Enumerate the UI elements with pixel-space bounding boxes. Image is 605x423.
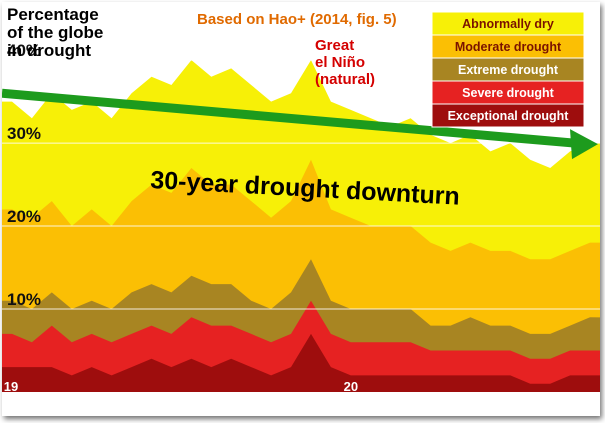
legend-label-extreme-drought: Extreme drought bbox=[458, 63, 559, 77]
legend-label-moderate-drought: Moderate drought bbox=[455, 40, 562, 54]
legend-swatch-exceptional-drought bbox=[431, 103, 585, 128]
x-tick-label-08: 08 bbox=[503, 396, 517, 411]
x-tick-label-92: 92 bbox=[184, 396, 198, 411]
trend-arrow-line bbox=[2, 88, 575, 148]
x-tick-label-97: 97 bbox=[284, 396, 298, 411]
y-tick-label-20: 20% bbox=[7, 207, 41, 226]
x-tick-label-94: 94 bbox=[224, 396, 239, 411]
subtitle: Based on Hao+ (2014, fig. 5) bbox=[197, 11, 397, 28]
x-tick-label-01: 01 bbox=[364, 396, 378, 411]
x-tick-label-09: 09 bbox=[523, 396, 537, 411]
legend-label-abnormally-dry: Abnormally dry bbox=[462, 17, 554, 31]
x-tick-label-85: 85 bbox=[45, 396, 59, 411]
chart-legend: Abnormally dry Moderate drought Extreme dr… bbox=[431, 11, 585, 128]
x-tick-label-03: 03 bbox=[403, 396, 417, 411]
x-tick-label-91: 91 bbox=[164, 396, 178, 411]
annotation-line-2: el Niño bbox=[315, 54, 365, 71]
x-tick-label-06: 06 bbox=[463, 396, 477, 411]
x-tick-label-11: 11 bbox=[563, 396, 577, 411]
x-tick-label-95: 95 bbox=[244, 396, 258, 411]
x-tick-label-83: 83 bbox=[5, 396, 19, 411]
x-tick-label-96: 96 bbox=[264, 396, 278, 411]
x-tick-label-07: 07 bbox=[483, 396, 497, 411]
x-tick-label-89: 89 bbox=[124, 396, 138, 411]
title-line-3: in drought bbox=[7, 41, 91, 60]
trend-arrow-head bbox=[570, 129, 598, 160]
x-tick-label-04: 04 bbox=[423, 396, 438, 411]
x-tick-label-98: 98 bbox=[304, 396, 318, 411]
x-tick-label-93: 93 bbox=[204, 396, 218, 411]
y-tick-label-30: 30% bbox=[7, 124, 41, 143]
annotation-line-1: Great bbox=[315, 37, 354, 54]
drought-area-chart: 30-year drought downturn 10%20%30%40% 83… bbox=[2, 2, 600, 416]
y-tick-label-10: 10% bbox=[7, 290, 41, 309]
title-line-1: Percentage bbox=[7, 5, 99, 24]
x-tick-label-86: 86 bbox=[65, 396, 79, 411]
y-axis-labels: 10% 20% 30% 40% bbox=[7, 41, 41, 309]
legend-label-exceptional-drought: Exceptional drought bbox=[448, 109, 570, 123]
title-line-2: of the globe bbox=[7, 23, 103, 42]
x-tick-label-02: 02 bbox=[383, 396, 397, 411]
y-tick-label-40: 40% bbox=[7, 41, 41, 60]
x-tick-label-10: 10 bbox=[543, 396, 557, 411]
x-tick-label-05: 05 bbox=[443, 396, 457, 411]
x-tick-label-87: 87 bbox=[84, 396, 98, 411]
x-tick-label-12: 12 bbox=[583, 396, 597, 411]
x-tick-label-84: 84 bbox=[25, 396, 40, 411]
chart-frame: 30-year drought downturn 10% 20% 30% 40% 83… bbox=[2, 2, 600, 416]
x-tick-label-00: 00 bbox=[344, 396, 358, 411]
century-label-19: 19 bbox=[4, 379, 18, 394]
century-label-20: 20 bbox=[344, 379, 358, 394]
x-axis-labels: 83 84 85 86 87 88 89 90 91 92 93 94 95 96 97 98 99 00 01 02… bbox=[4, 379, 598, 411]
area-exceptional-drought bbox=[2, 333, 600, 392]
annotation-line-3: (natural) bbox=[315, 71, 375, 88]
x-tick-label-99: 99 bbox=[324, 396, 338, 411]
x-tick-label-90: 90 bbox=[144, 396, 158, 411]
x-tick-label-88: 88 bbox=[104, 396, 118, 411]
legend-label-severe-drought: Severe drought bbox=[462, 86, 555, 100]
